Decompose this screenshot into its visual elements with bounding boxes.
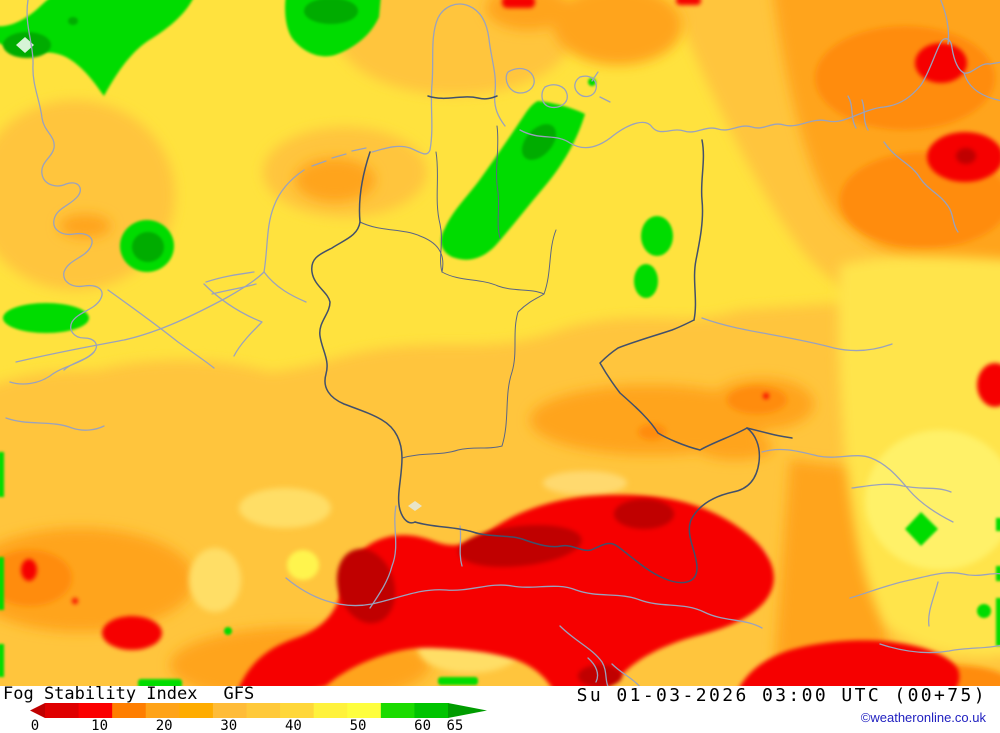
weather-map bbox=[0, 0, 1000, 686]
copyright-link[interactable]: ©weatheronline.co.uk bbox=[860, 710, 986, 725]
legend-tick-label: 0 bbox=[30, 718, 40, 733]
legend-segment bbox=[145, 703, 180, 718]
legend-segment bbox=[45, 703, 80, 718]
model-label: GFS bbox=[223, 684, 255, 704]
legend-colorbar bbox=[30, 703, 487, 718]
legend-segment bbox=[280, 703, 315, 718]
map-title-line: Fog Stability Index GFS bbox=[3, 684, 254, 704]
legend-tick-labels: 0 10 20 30 40 50 60 65 bbox=[0, 718, 520, 733]
country-borders bbox=[311, 95, 793, 584]
legend-segment bbox=[112, 703, 147, 718]
legend-segment bbox=[78, 703, 113, 718]
map-canvas bbox=[0, 0, 1000, 686]
contour-red-layer bbox=[21, 0, 1000, 686]
legend-segment bbox=[179, 703, 214, 718]
legend-segment bbox=[212, 703, 247, 718]
lake-constance bbox=[408, 501, 422, 511]
state-borders bbox=[359, 125, 557, 459]
legend-tick-label: 60 bbox=[414, 718, 432, 733]
legend-tick-label: 65 bbox=[446, 718, 464, 733]
contour-mint-spot bbox=[16, 37, 34, 53]
map-footer: Fog Stability Index GFS Su 01-03-2026 03:… bbox=[0, 684, 1000, 733]
legend-left-arrow bbox=[30, 703, 45, 718]
legend-segment bbox=[414, 703, 449, 718]
legend-tick-label: 20 bbox=[155, 718, 173, 733]
coastlines-and-light-borders bbox=[5, 0, 1000, 686]
legend-tick-label: 30 bbox=[220, 718, 238, 733]
legend-segment bbox=[347, 703, 382, 718]
legend-segment bbox=[380, 703, 415, 718]
forecast-datetime: Su 01-03-2026 03:00 UTC (00+75) bbox=[576, 685, 987, 706]
legend-tick-label: 50 bbox=[349, 718, 367, 733]
legend-segment bbox=[313, 703, 348, 718]
legend-tick-label: 10 bbox=[91, 718, 109, 733]
legend-right-arrow bbox=[448, 703, 487, 718]
map-title: Fog Stability Index bbox=[3, 684, 198, 704]
legend-tick-label: 40 bbox=[284, 718, 302, 733]
legend-segment bbox=[246, 703, 281, 718]
